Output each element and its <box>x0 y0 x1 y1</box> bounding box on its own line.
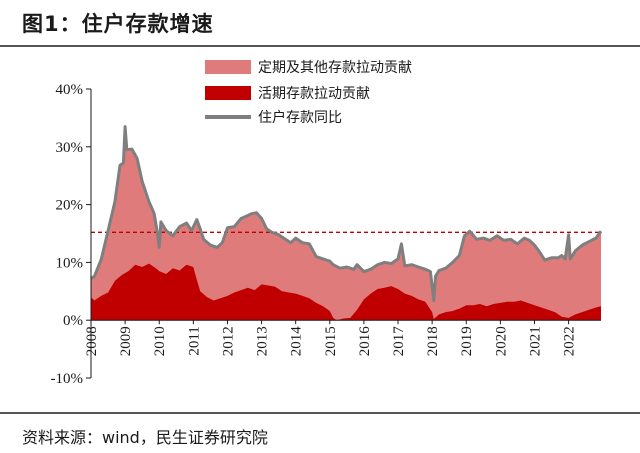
x-tick-label: 2018 <box>425 326 441 356</box>
x-tick-label: 2012 <box>220 326 236 356</box>
legend-swatch-other <box>205 60 251 74</box>
title-rule <box>0 45 640 47</box>
x-tick-label: 2010 <box>152 326 168 356</box>
legend-label-total: 住户存款同比 <box>258 109 342 126</box>
x-tick-label: 2017 <box>391 326 407 357</box>
x-axis: 2008 2009 2010 2011 2012 2013 2014 2015 2016 2017… <box>84 319 601 357</box>
x-tick-label: 2019 <box>459 326 475 356</box>
plot-area <box>90 125 603 321</box>
source-note: 资料来源：wind，民生证券研究院 <box>22 428 268 447</box>
y-tick-label: -10% <box>51 371 84 387</box>
legend-label-demand: 活期存款拉动贡献 <box>258 86 370 102</box>
x-tick-label: 2015 <box>323 326 339 356</box>
x-tick-label: 2011 <box>186 326 202 355</box>
y-tick-label: 40% <box>56 82 84 98</box>
legend-label-other: 定期及其他存款拉动贡献 <box>258 60 412 76</box>
legend-swatch-demand <box>205 86 251 100</box>
x-tick-label: 2009 <box>118 326 134 356</box>
series-other-area <box>91 126 601 321</box>
figure-title: 图1：住户存款增速 <box>22 12 214 36</box>
source-rule <box>0 412 640 414</box>
x-tick-label: 2016 <box>357 326 373 357</box>
x-tick-label: 2020 <box>493 326 509 356</box>
y-tick-label: 30% <box>56 140 84 156</box>
y-tick-label: 10% <box>56 255 84 271</box>
x-tick-label: 2014 <box>289 326 305 357</box>
series-demand-area <box>91 263 601 321</box>
deposit-growth-chart: 定期及其他存款拉动贡献 活期存款拉动贡献 住户存款同比 40% 30% 20% 10%… <box>51 60 603 387</box>
series-total-line <box>90 125 603 302</box>
y-tick-label: 0% <box>63 313 83 329</box>
x-tick-label: 2008 <box>84 326 100 356</box>
legend: 定期及其他存款拉动贡献 活期存款拉动贡献 住户存款同比 <box>205 60 412 126</box>
x-tick-label: 2013 <box>255 326 271 356</box>
x-tick-label: 2021 <box>527 326 543 356</box>
x-tick-label: 2022 <box>562 326 578 356</box>
y-tick-label: 20% <box>56 198 84 214</box>
y-axis: 40% 30% 20% 10% 0% -10% <box>51 82 92 387</box>
